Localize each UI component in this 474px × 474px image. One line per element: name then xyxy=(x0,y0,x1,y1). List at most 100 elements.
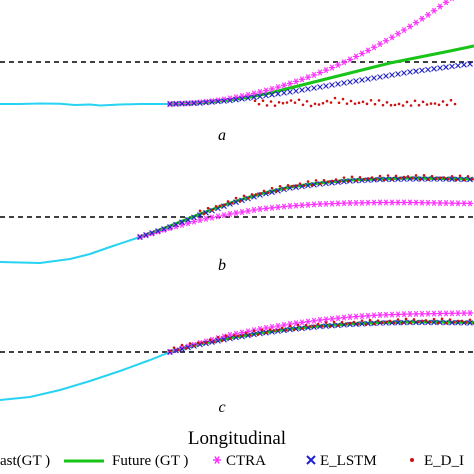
e-lstm-point xyxy=(251,331,257,338)
e-d-lstm-point xyxy=(452,320,456,324)
legend-label: Future (GT ) xyxy=(112,453,188,469)
e-d-lstm-point xyxy=(292,328,296,332)
e-d-lstm-point xyxy=(265,104,269,107)
ctra-point xyxy=(280,82,288,89)
e-lstm-point xyxy=(257,93,263,100)
e-d-lstm-point xyxy=(258,192,262,195)
ctra-point xyxy=(418,310,426,317)
e-d-lstm-point xyxy=(216,335,220,339)
series-e-lstm xyxy=(167,61,473,107)
e-lstm-point xyxy=(347,178,353,184)
panel-c: c xyxy=(0,309,474,416)
e-lstm-point xyxy=(341,80,347,86)
e-lstm-point xyxy=(191,214,197,221)
e-d-lstm-point xyxy=(168,349,172,353)
e-d-lstm-point xyxy=(282,187,286,191)
e-d-lstm-point xyxy=(378,174,382,178)
ctra-point xyxy=(262,324,270,332)
ctra-point xyxy=(274,322,282,330)
e-d-lstm-point xyxy=(244,331,248,335)
e-lstm-point xyxy=(197,100,203,106)
e-d-lstm-point xyxy=(297,98,301,102)
legend-label: ast(GT ) xyxy=(0,453,50,469)
e-d-lstm-point xyxy=(416,320,420,324)
e-d-lstm-point xyxy=(466,175,470,178)
ctra-point xyxy=(316,69,324,76)
e-d-lstm-point xyxy=(356,322,360,326)
e-d-lstm-point xyxy=(394,174,398,178)
e-d-lstm-point xyxy=(278,184,282,188)
e-lstm-point xyxy=(455,319,461,326)
e-d-lstm-point xyxy=(261,99,265,103)
e-d-lstm-point xyxy=(230,201,234,205)
e-d-lstm-point xyxy=(369,98,373,102)
e-d-lstm-point xyxy=(436,321,440,325)
ctra-point xyxy=(376,199,384,206)
e-d-lstm-point xyxy=(208,338,212,341)
e-d-lstm-point xyxy=(218,204,222,208)
e-d-lstm-point xyxy=(361,100,365,104)
e-d-lstm-point xyxy=(334,178,338,181)
e-d-lstm-point xyxy=(316,322,320,326)
ctra-point xyxy=(256,88,264,96)
e-d-lstm-point xyxy=(360,319,364,322)
e-lstm-point xyxy=(299,87,305,93)
e-d-lstm-point xyxy=(306,180,310,183)
legend-entry: E_LSTM xyxy=(306,453,377,469)
e-d-lstm-point xyxy=(380,321,384,325)
e-lstm-point xyxy=(251,94,257,101)
e-d-lstm-point xyxy=(421,100,425,104)
ctra-point xyxy=(358,199,366,206)
ctra-point xyxy=(442,310,450,317)
e-lstm-point xyxy=(359,321,365,327)
e-d-lstm-point xyxy=(420,319,424,323)
series-ctra xyxy=(166,309,474,356)
ctra-point xyxy=(316,200,324,208)
e-d-lstm-point xyxy=(401,104,405,107)
e-d-lstm-point xyxy=(204,341,208,344)
ctra-point xyxy=(292,78,300,85)
e-lstm-point xyxy=(467,61,473,67)
e-d-lstm-point xyxy=(344,322,348,326)
e-d-lstm-point xyxy=(440,317,444,321)
ctra-point xyxy=(208,214,216,221)
e-d-lstm-point xyxy=(385,101,389,104)
ctra-point xyxy=(238,208,246,216)
ctra-point xyxy=(298,202,306,209)
e-d-lstm-point xyxy=(274,190,278,193)
e-d-lstm-point xyxy=(198,209,202,213)
e-d-lstm-point xyxy=(328,325,332,328)
e-d-lstm-point xyxy=(346,180,350,183)
e-lstm-point xyxy=(419,319,425,326)
e-d-lstm-point xyxy=(321,101,325,105)
e-d-lstm-point xyxy=(270,186,274,190)
legend-entry: Future (GT ) xyxy=(64,453,188,469)
ctra-point xyxy=(376,40,384,48)
e-lstm-point xyxy=(179,100,185,107)
e-d-lstm-point xyxy=(341,97,345,101)
e-d-lstm-point xyxy=(392,321,396,325)
e-d-lstm-point xyxy=(290,184,294,188)
e-lstm-point xyxy=(347,321,353,328)
e-d-lstm-point xyxy=(212,340,216,344)
e-d-lstm-point xyxy=(254,193,258,196)
e-lstm-point xyxy=(431,319,437,326)
e-d-lstm-point xyxy=(184,347,188,350)
e-d-lstm-point xyxy=(272,329,276,332)
ctra-point xyxy=(406,310,414,318)
e-d-lstm-point xyxy=(448,318,452,321)
e-d-lstm-point xyxy=(196,341,200,344)
e-d-lstm-point xyxy=(402,175,406,179)
series-ctra xyxy=(166,0,455,108)
e-lstm-point xyxy=(221,98,227,104)
e-lstm-point xyxy=(359,77,365,83)
ctra-point xyxy=(310,71,318,78)
e-d-lstm-point xyxy=(454,178,458,182)
e-lstm-point xyxy=(269,189,275,196)
e-d-lstm-point xyxy=(426,178,430,181)
ctra-point xyxy=(262,87,270,94)
ctra-point xyxy=(262,205,270,212)
e-lstm-point xyxy=(233,96,239,103)
e-d-lstm-point xyxy=(342,176,346,179)
